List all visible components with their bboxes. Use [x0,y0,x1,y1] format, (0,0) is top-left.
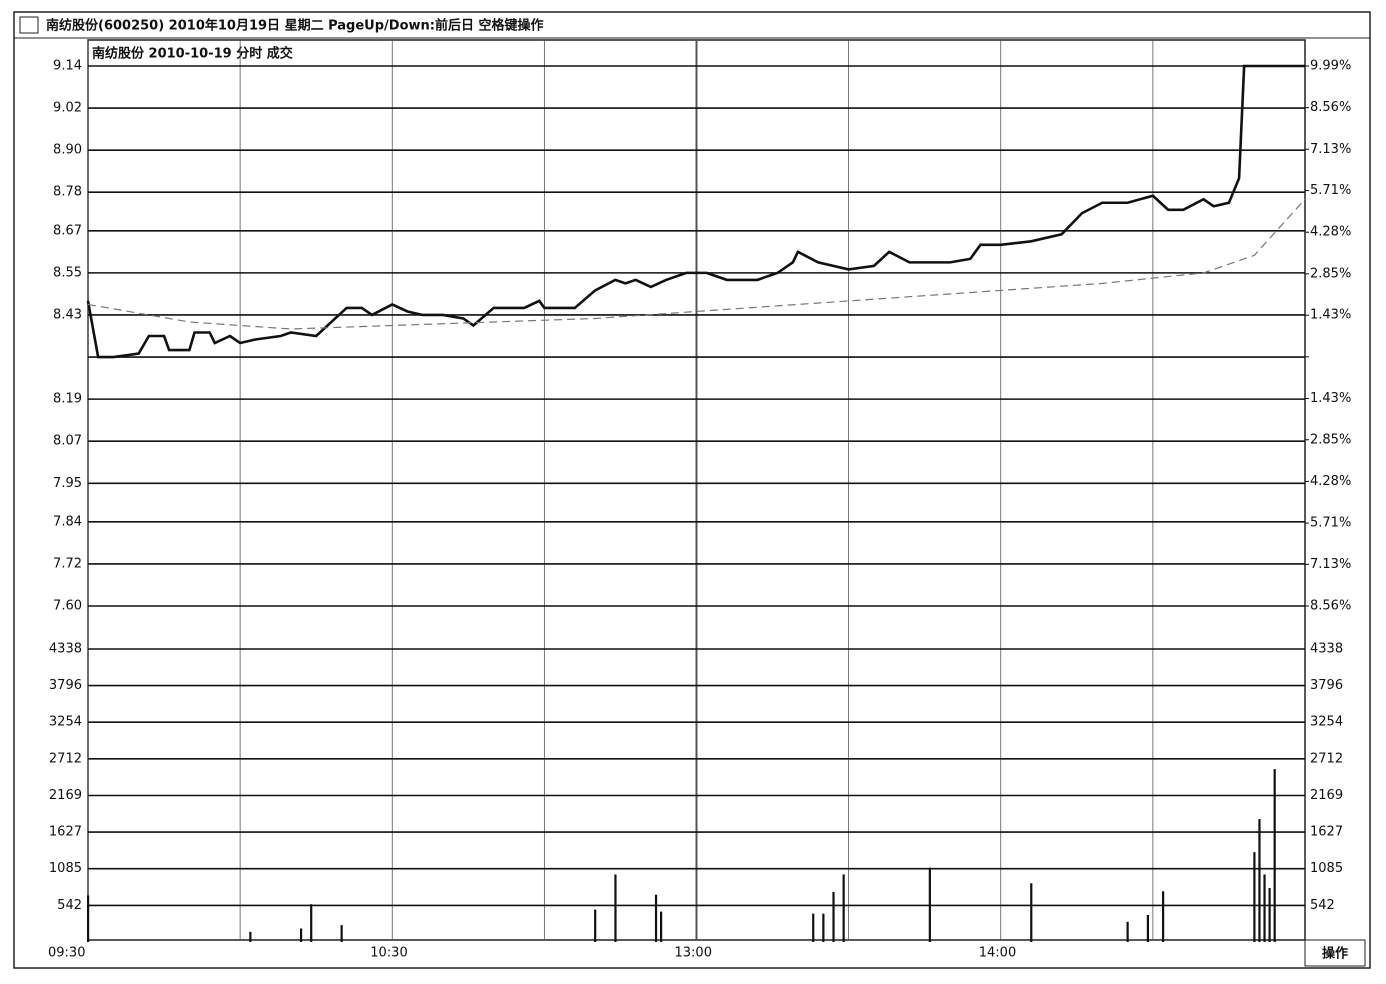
y-tick-label: 4338 [49,642,82,657]
y2-tick-label: 4.28% [1310,225,1351,240]
x-tick-label: 14:00 [979,946,1016,961]
volume-bar [842,874,845,942]
y-tick-label-right: 3796 [1310,678,1343,693]
volume-bar [614,874,617,942]
subtitle: 南纺股份 2010-10-19 分时 成交 [92,46,293,62]
x-tick-label: 09:30 [48,946,85,961]
volume-bar [87,895,90,942]
operate-button-label[interactable]: 操作 [1322,946,1348,962]
volume-bar [1263,874,1266,942]
y-tick-label: 3254 [49,715,82,730]
y2-tick-label: 9.99% [1310,59,1351,74]
volume-bar [340,925,343,942]
volume-bar [1258,819,1261,942]
y-tick-label: 8.19 [53,392,82,407]
y-tick-label: 8.90 [53,143,82,158]
y-tick-label: 3796 [49,678,82,693]
volume-bar [1146,914,1150,942]
volume-bar [1268,887,1271,942]
y-tick-label: 7.60 [53,599,82,614]
y-tick-label: 8.43 [53,307,82,322]
y-tick-label-right: 2169 [1310,788,1343,803]
volume-bar [928,867,931,942]
price-line [86,64,1305,359]
y2-tick-label: 2.85% [1310,432,1351,447]
y-tick-label: 2712 [49,751,82,766]
y-tick-label: 8.55 [53,265,82,280]
operate-button[interactable] [1304,939,1366,967]
app-icon [19,16,39,34]
y2-tick-label: 8.56% [1310,100,1351,115]
y-tick-label-right: 1627 [1310,825,1343,840]
y2-tick-label: 2.85% [1310,266,1351,281]
x-tick-label: 10:30 [370,946,407,961]
y2-tick-label: 1.43% [1310,308,1351,323]
volume-bar [822,913,825,942]
y2-tick-label: 8.56% [1310,599,1351,614]
y2-tick-label: 4.28% [1310,474,1351,489]
y2-tick-label: 1.43% [1310,391,1351,406]
volume-bar [299,928,303,942]
y-tick-label-right: 542 [1310,898,1335,913]
title: 南纺股份(600250) 2010年10月19日 星期二 PageUp/Down… [46,18,544,34]
y-tick-label-right: 3254 [1310,715,1343,730]
volume-bar [249,931,252,942]
volume-bar [1273,769,1276,942]
y-tick-label: 7.95 [53,476,82,491]
volume-bar [1253,852,1256,942]
y2-tick-label: 7.13% [1310,557,1351,572]
y-tick-label: 7.72 [53,556,82,571]
average-line [87,198,1306,330]
y-tick-label: 8.78 [53,185,82,200]
y2-tick-label: 5.71% [1310,516,1351,531]
volume-bar [812,913,815,942]
y-tick-label: 9.14 [53,59,82,74]
frame [13,11,1371,969]
y2-tick-label: 7.13% [1310,142,1351,157]
y-tick-label: 1085 [49,861,82,876]
y-tick-label-right: 2712 [1310,751,1343,766]
y-tick-label: 8.07 [53,434,82,449]
volume-bar [832,892,835,942]
volume-bar [594,909,597,942]
y-tick-label: 8.67 [53,223,82,238]
y-tick-label: 7.84 [53,514,82,529]
volume-bar [1162,891,1165,942]
volume-bar [654,894,658,942]
y-tick-label: 2169 [49,788,82,803]
y-tick-label-right: 1085 [1310,861,1343,876]
volume-bar [660,911,663,942]
y-tick-label: 542 [57,898,82,913]
volume-bar [310,904,313,942]
x-tick-label: 13:00 [675,946,712,961]
volume-bar [1030,883,1033,942]
y-tick-label-right: 4338 [1310,642,1343,657]
y2-tick-label: 5.71% [1310,183,1351,198]
y-tick-label: 1627 [49,825,82,840]
volume-bar [1126,921,1129,942]
y-tick-label: 9.02 [53,101,82,116]
